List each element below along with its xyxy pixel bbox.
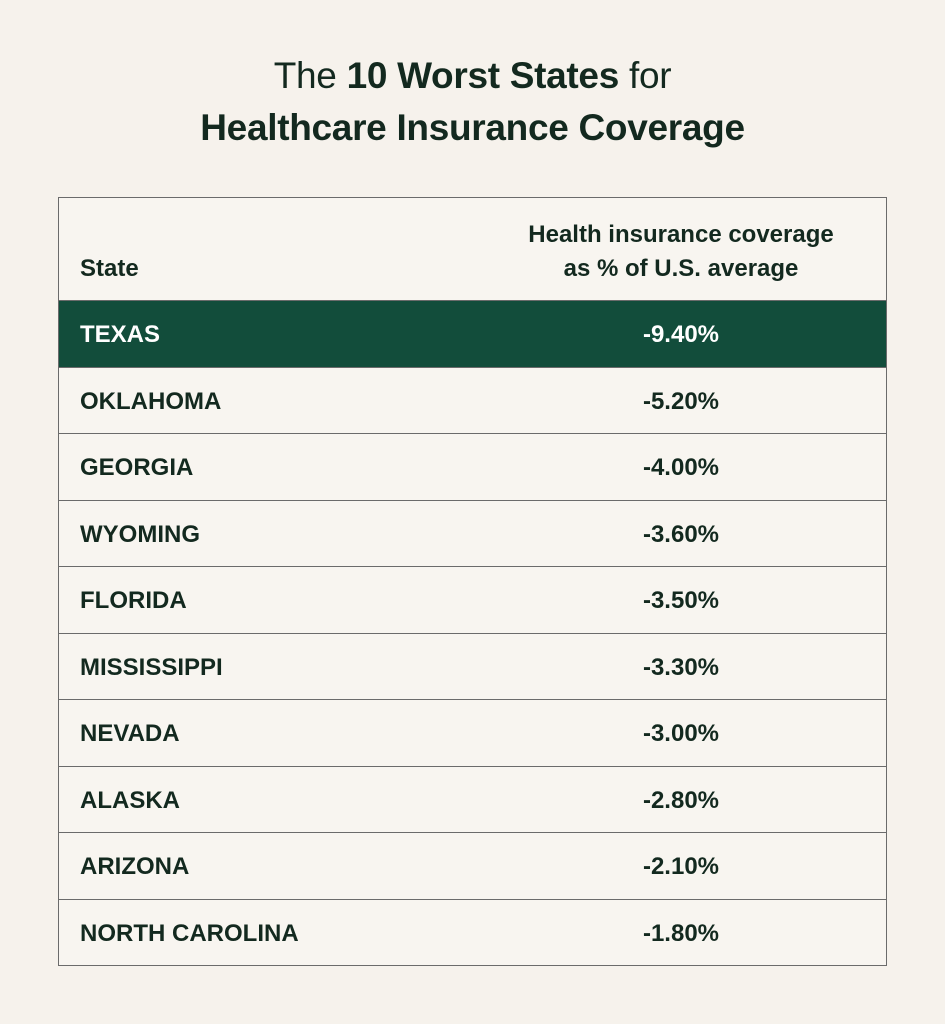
state-cell: NORTH CAROLINA — [80, 919, 299, 947]
value-cell: -2.80% — [642, 786, 720, 814]
value-cell: -9.40% — [642, 321, 720, 348]
table-row: ALASKA -2.80% — [59, 767, 886, 833]
table-row: TEXAS -9.40% — [59, 301, 886, 368]
state-cell: ALASKA — [80, 786, 180, 814]
value-cell: -5.20% — [642, 387, 720, 415]
value-cell: -3.00% — [642, 720, 720, 747]
title-line2: Healthcare Insurance Coverage — [200, 107, 745, 148]
table-row: NORTH CAROLINA -1.80% — [59, 900, 886, 966]
header-coverage-line2: as % of U.S. average — [563, 255, 799, 282]
title-bold: 10 Worst States — [346, 55, 620, 96]
table-row: NEVADA -3.00% — [59, 700, 886, 767]
value-cell: -3.30% — [642, 653, 720, 681]
value-cell: -4.00% — [642, 454, 720, 481]
page-title: The 10 Worst States for Healthcare Insur… — [0, 50, 945, 154]
state-cell: WYOMING — [80, 520, 200, 548]
table-row: ARIZONA -2.10% — [59, 833, 886, 900]
state-cell: MISSISSIPPI — [80, 653, 223, 681]
table-row: WYOMING -3.60% — [59, 501, 886, 567]
state-cell: NEVADA — [80, 720, 180, 747]
table-row: GEORGIA -4.00% — [59, 434, 886, 501]
state-cell: GEORGIA — [80, 454, 194, 481]
value-cell: -2.10% — [642, 853, 720, 880]
value-cell: -3.50% — [642, 587, 720, 614]
title-pre: The — [273, 55, 347, 96]
header-state: State — [80, 255, 139, 282]
value-cell: -1.80% — [642, 919, 720, 947]
table-header: State Health insurance coverage as % of … — [59, 198, 886, 301]
table-row: MISSISSIPPI -3.30% — [59, 634, 886, 700]
state-cell: ARIZONA — [80, 853, 190, 880]
table-row: FLORIDA -3.50% — [59, 567, 886, 634]
header-coverage: Health insurance coverage as % of U.S. a… — [471, 218, 891, 286]
title-post: for — [619, 55, 672, 96]
value-cell: -3.60% — [642, 520, 720, 548]
state-cell: FLORIDA — [80, 587, 187, 614]
state-cell: OKLAHOMA — [80, 387, 222, 415]
state-cell: TEXAS — [80, 321, 161, 348]
table-row: OKLAHOMA -5.20% — [59, 368, 886, 434]
coverage-table: State Health insurance coverage as % of … — [58, 197, 887, 966]
header-coverage-line1: Health insurance coverage — [528, 221, 834, 248]
